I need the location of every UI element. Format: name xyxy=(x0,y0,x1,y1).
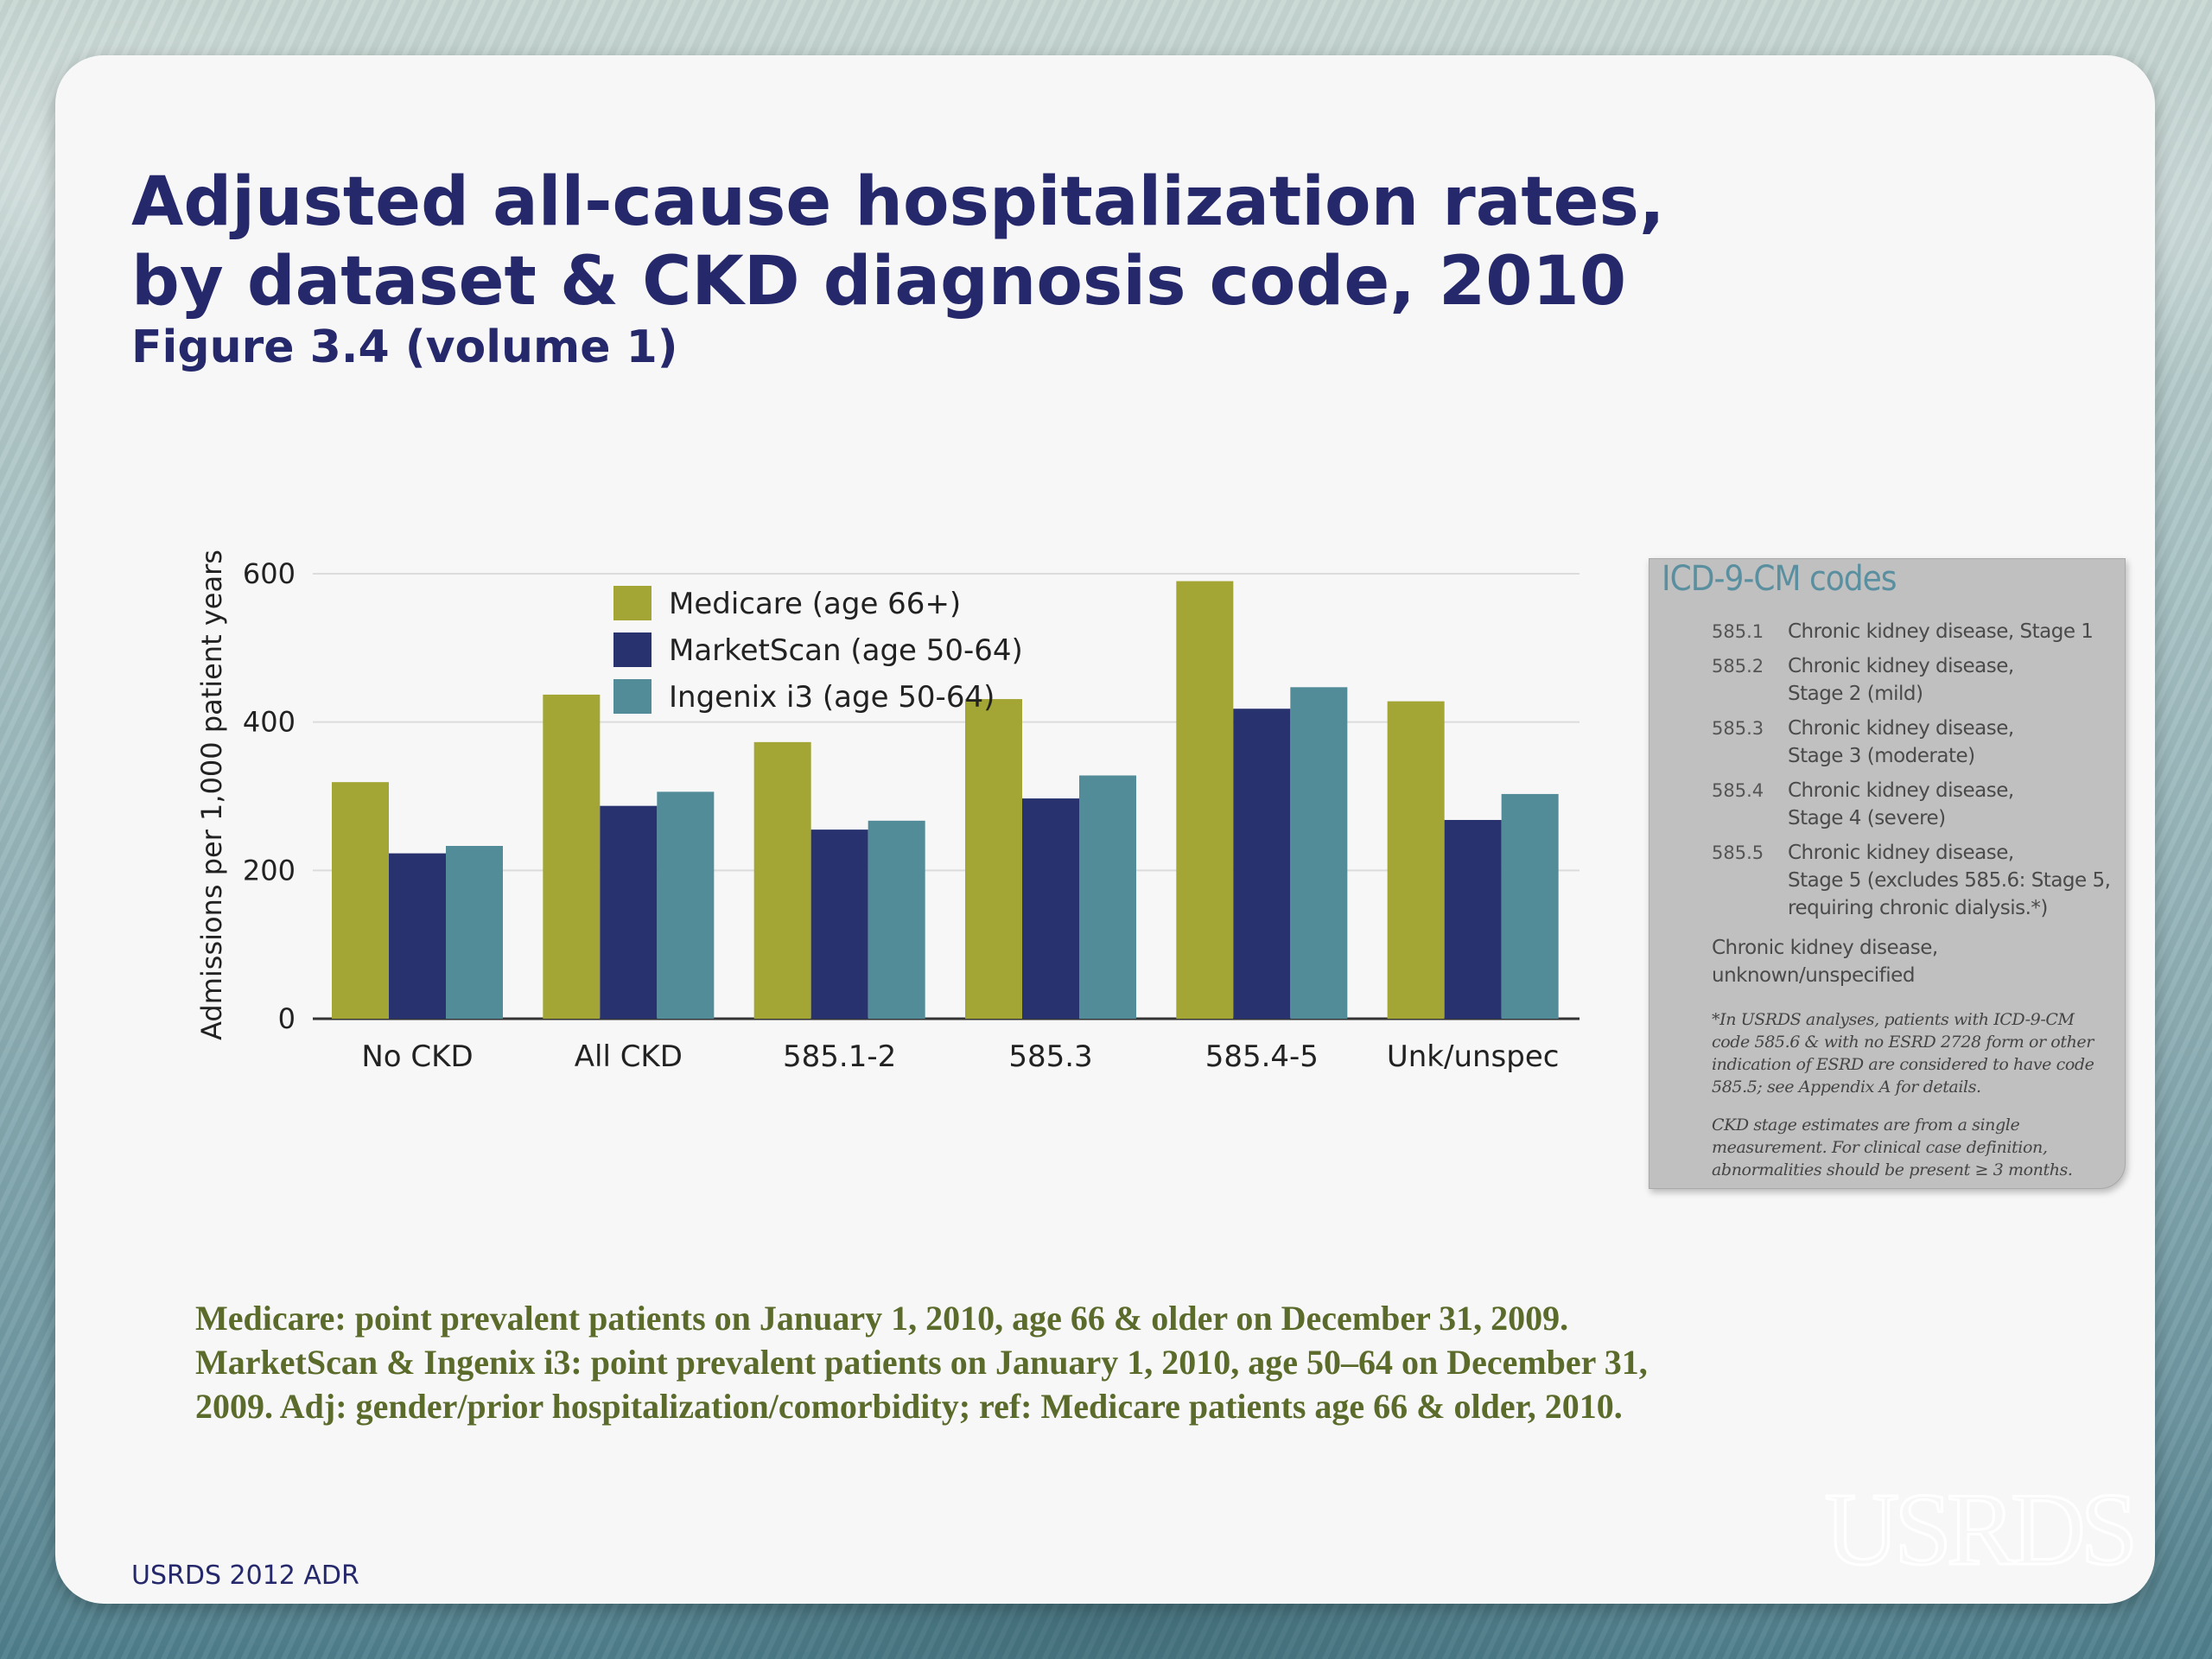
y-axis-title: Admissions per 1,000 patient years xyxy=(195,550,228,1040)
code-number: 585.5 xyxy=(1712,842,1764,863)
usrds-logo-text: USRDS xyxy=(1825,1478,2133,1586)
legend-swatch xyxy=(613,586,652,620)
legend-swatch xyxy=(613,679,652,714)
code-unspecified: Chronic kidney disease, unknown/unspecif… xyxy=(1712,937,1938,987)
source-label: USRDS 2012 ADR xyxy=(131,1560,359,1591)
y-tick-label: 200 xyxy=(243,854,296,887)
bar xyxy=(1079,775,1136,1019)
footnote-line-1: Medicare: point prevalent patients on Ja… xyxy=(195,1299,1569,1338)
title-line-1: Adjusted all-cause hospitalization rates… xyxy=(131,163,1665,241)
code-description: Chronic kidney disease, Stage 4 (severe) xyxy=(1788,779,2014,830)
code-number: 585.4 xyxy=(1712,780,1764,801)
bar xyxy=(965,699,1022,1019)
legend-label: MarketScan (age 50-64) xyxy=(669,633,1023,668)
bar xyxy=(446,846,503,1019)
bar xyxy=(810,830,868,1019)
code-number: 585.1 xyxy=(1712,621,1764,642)
legend-label: Ingenix i3 (age 50-64) xyxy=(669,680,995,715)
title-line-2: by dataset & CKD diagnosis code, 2010 xyxy=(131,243,1627,321)
code-description: Chronic kidney disease, Stage 1 xyxy=(1788,620,2094,643)
footnote-line-3: 2009. Adj: gender/prior hospitalization/… xyxy=(195,1387,1623,1426)
codes-note-2: CKD stage estimates are from a single me… xyxy=(1712,1116,2073,1179)
footnote-line-2: MarketScan & Ingenix i3: point prevalent… xyxy=(195,1343,1648,1382)
bar xyxy=(1444,819,1502,1019)
bar xyxy=(1290,687,1348,1019)
codes-box-title: ICD-9-CM codes xyxy=(1662,559,1897,599)
codes-note-1: *In USRDS analyses, patients with ICD-9-… xyxy=(1712,1010,2094,1096)
x-tick-label: 585.4-5 xyxy=(1205,1039,1319,1074)
code-description: Chronic kidney disease, Stage 3 (moderat… xyxy=(1788,717,2014,767)
bar xyxy=(1022,798,1079,1019)
legend-label: Medicare (age 66+) xyxy=(669,587,961,621)
bar xyxy=(1233,709,1291,1019)
slide-title: Adjusted all-cause hospitalization rates… xyxy=(131,162,1773,321)
x-tick-label: Unk/unspec xyxy=(1387,1039,1560,1074)
y-tick-label: 400 xyxy=(243,706,296,739)
bar xyxy=(1387,701,1445,1019)
code-description: Chronic kidney disease, Stage 2 (mild) xyxy=(1788,655,2014,705)
bar xyxy=(600,805,658,1019)
x-tick-label: All CKD xyxy=(575,1039,683,1074)
code-number: 585.3 xyxy=(1712,718,1764,739)
code-number: 585.2 xyxy=(1712,656,1764,677)
bar xyxy=(1501,793,1559,1019)
code-description: Chronic kidney disease, Stage 5 (exclude… xyxy=(1788,842,2111,919)
y-tick-label: 0 xyxy=(278,1002,296,1035)
bar xyxy=(332,782,389,1019)
bar xyxy=(753,741,811,1019)
x-tick-label: 585.3 xyxy=(1008,1039,1092,1074)
icd-codes-box: ICD-9-CM codes 585.1 Chronic kidney disea… xyxy=(1649,558,2126,1189)
x-tick-label: 585.1-2 xyxy=(783,1039,896,1074)
usrds-logo: USRDS xyxy=(1823,1478,2134,1588)
x-tick-label: No CKD xyxy=(361,1039,473,1074)
y-tick-label: 600 xyxy=(243,557,296,590)
bar xyxy=(389,853,446,1019)
bar xyxy=(657,791,715,1019)
legend-swatch xyxy=(613,632,652,667)
bar xyxy=(543,694,601,1019)
footnote: Medicare: point prevalent patients on Ja… xyxy=(195,1296,1837,1428)
bar xyxy=(1176,581,1234,1019)
bar xyxy=(868,820,925,1019)
figure-label: Figure 3.4 (volume 1) xyxy=(131,321,678,373)
